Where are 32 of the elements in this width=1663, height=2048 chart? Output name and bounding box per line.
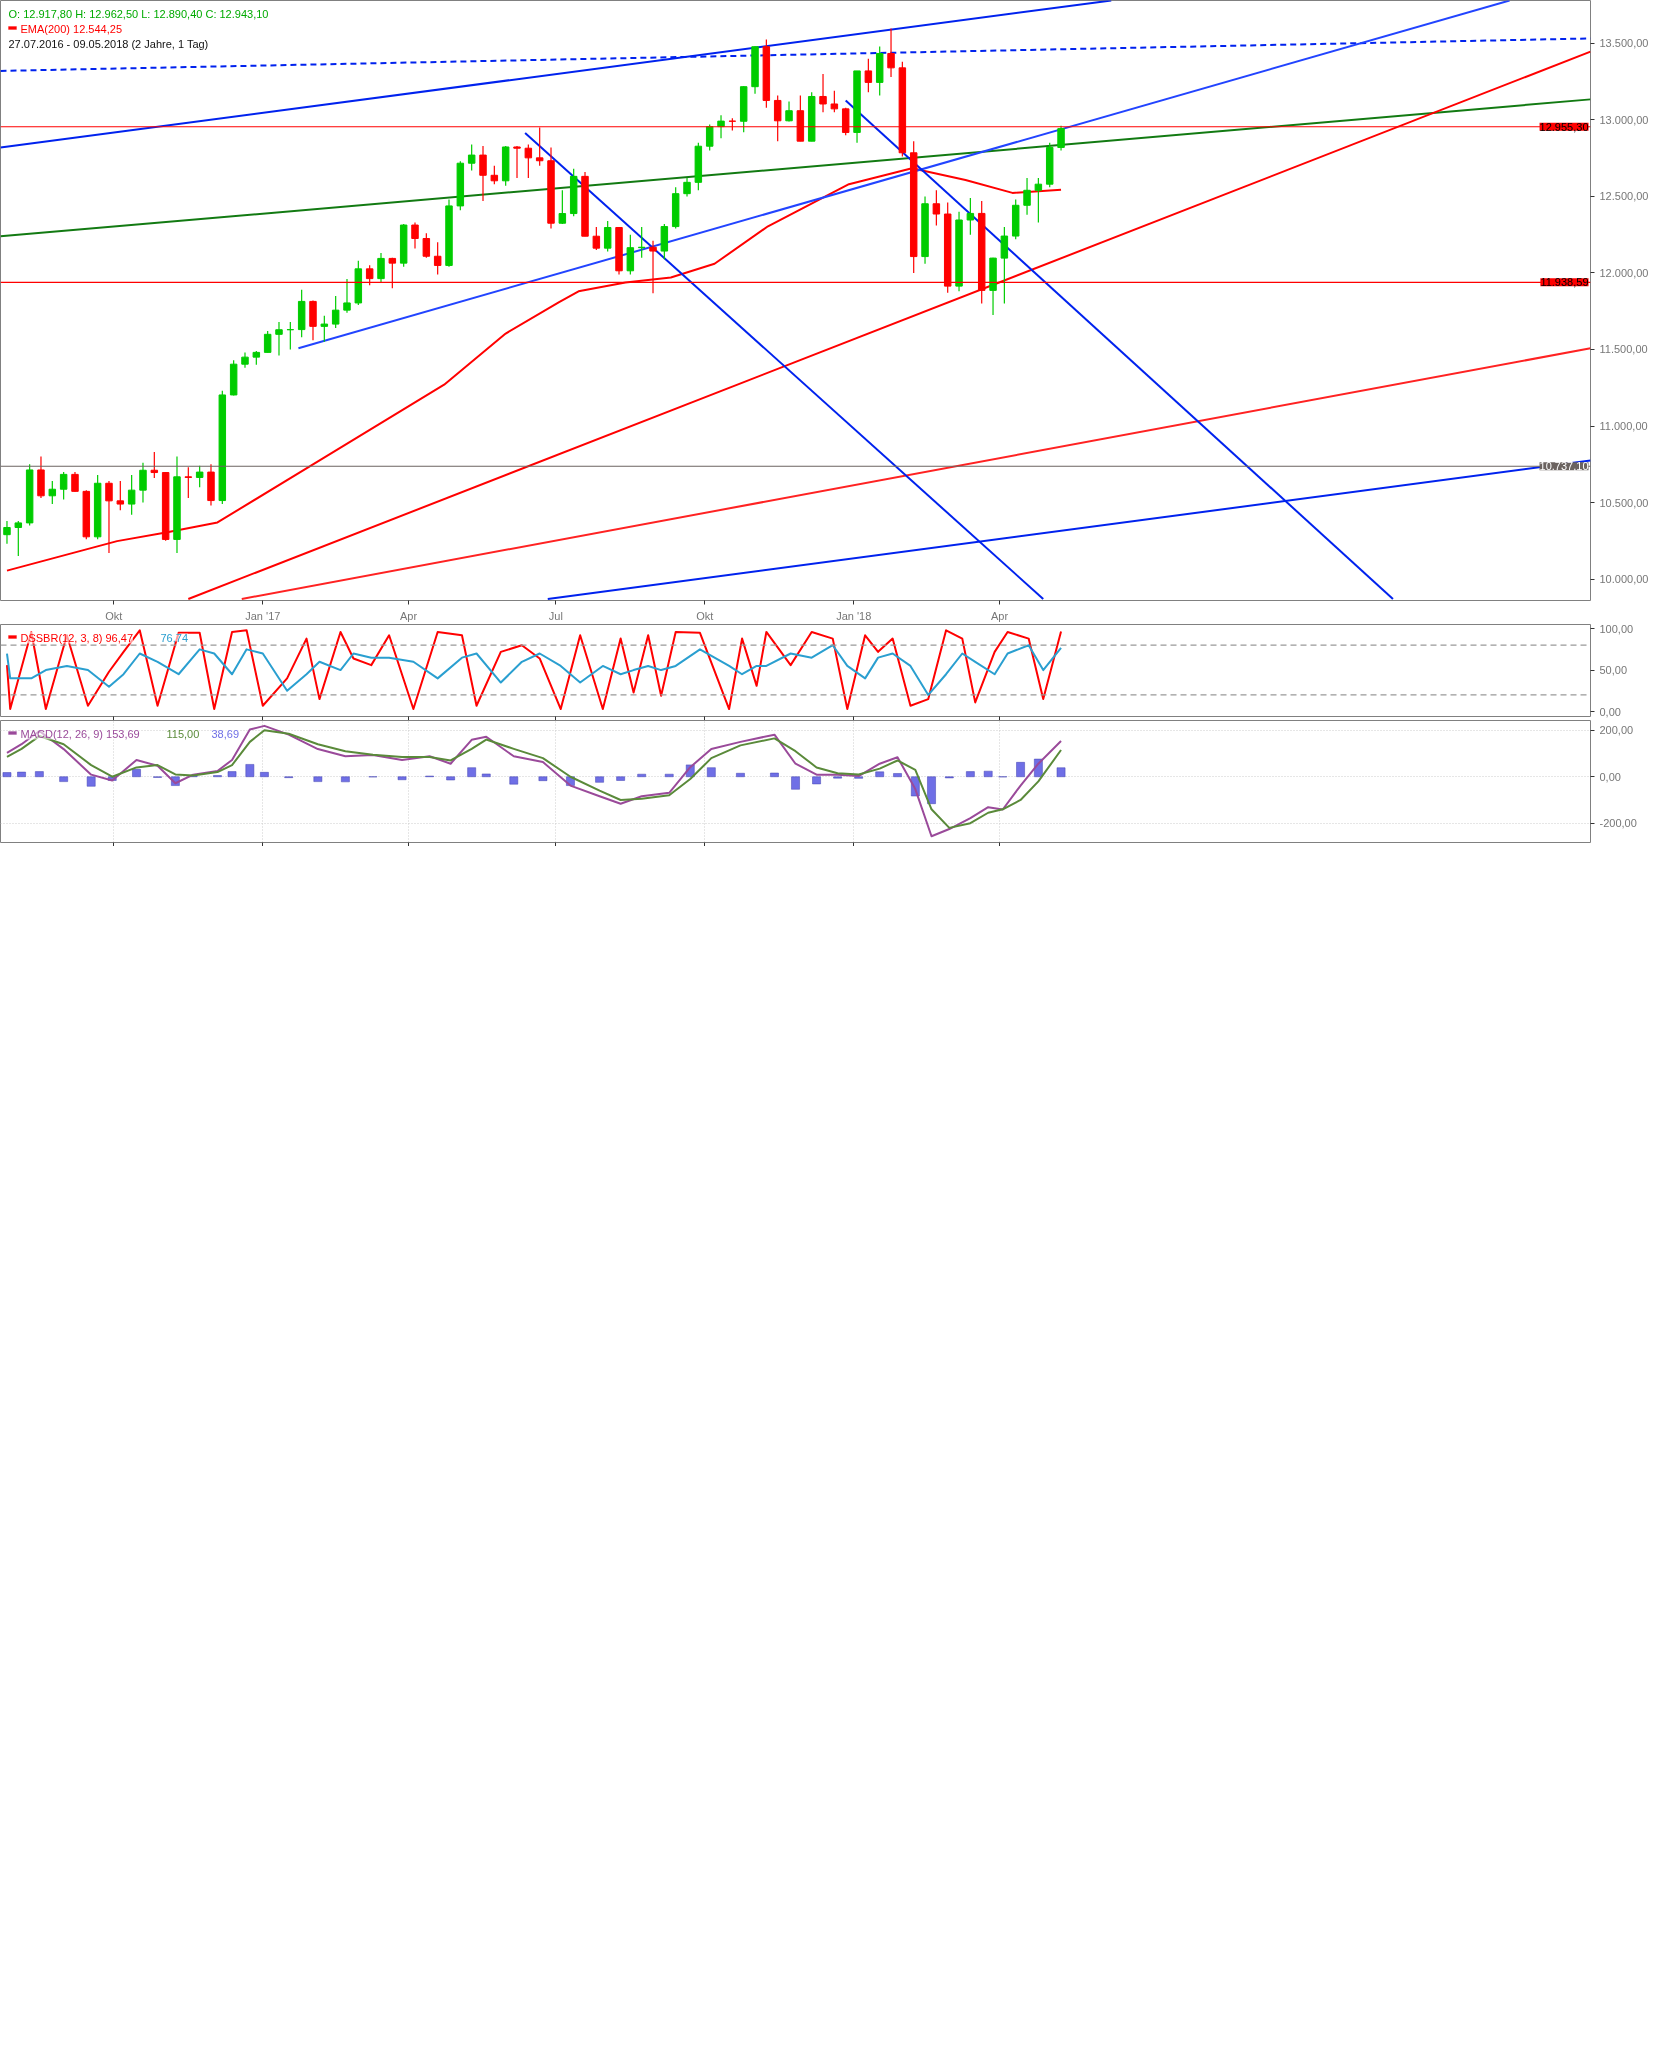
- legend-label: MACD(12, 26, 9) 153,69: [20, 727, 140, 740]
- legend-label: DSSBR(12, 3, 8) 96,47: [20, 631, 134, 644]
- legend-label: EMA(200) 12.544,25: [20, 22, 123, 35]
- text: 38,69: [211, 727, 240, 740]
- x-tick-label: Okt: [105, 609, 123, 622]
- y-tick-label: 200,00: [1599, 724, 1634, 737]
- x-tick-label: Jul: [548, 609, 563, 622]
- x-tick-label: Jan '17: [245, 609, 281, 622]
- x-tick-label: Apr: [399, 609, 418, 622]
- y-tick-label: 13.500,00: [1599, 37, 1649, 50]
- y-tick-label: 0,00: [1599, 770, 1621, 783]
- x-tick-label: Okt: [696, 609, 714, 622]
- y-tick-label: -200,00: [1599, 817, 1637, 830]
- ref-line-label: 11.938,59: [1540, 276, 1589, 289]
- text: 115,00: [166, 727, 200, 740]
- y-tick-label: 12.500,00: [1599, 190, 1649, 203]
- annotation: O: 12.917,80 H: 12.962,50 L: 12.890,40 C: 12.943,10: [8, 7, 269, 20]
- ref-line-label: 10.737,10: [1539, 460, 1589, 473]
- series-label: 76,74: [160, 631, 189, 644]
- y-tick-label: 0,00: [1599, 705, 1621, 718]
- y-tick-label: 11.000,00: [1599, 420, 1648, 433]
- x-tick-label: Jan '18: [836, 609, 872, 622]
- y-tick-label: 13.000,00: [1599, 113, 1649, 126]
- annotation: 27.07.2016 - 09.05.2018 (2 Jahre, 1 Tag): [8, 37, 209, 50]
- x-tick-label: Apr: [990, 609, 1009, 622]
- y-tick-label: 50,00: [1599, 664, 1628, 677]
- y-tick-label: 10.500,00: [1599, 496, 1649, 509]
- y-tick-label: 10.000,00: [1599, 573, 1649, 586]
- y-tick-label: 11.500,00: [1599, 343, 1648, 356]
- ref-line-label: 12.955,30: [1539, 120, 1589, 133]
- y-tick-label: 100,00: [1599, 622, 1634, 635]
- y-tick-label: 12.000,00: [1599, 266, 1649, 279]
